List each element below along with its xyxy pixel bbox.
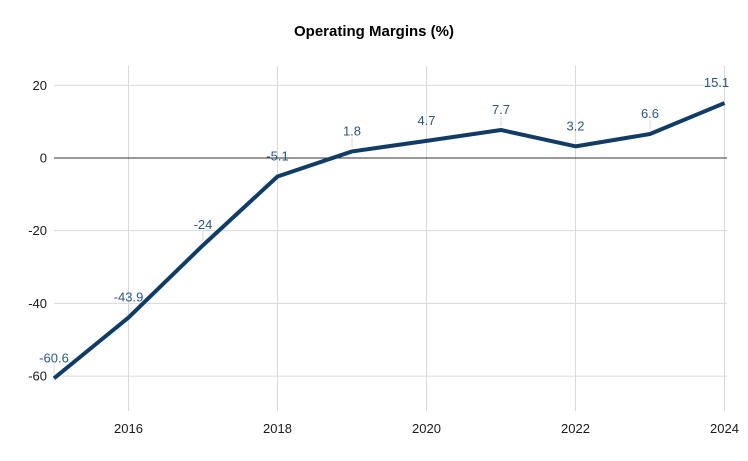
point-label: -60.6 xyxy=(39,350,69,365)
point-label: 15.1 xyxy=(704,75,729,90)
point-label: 4.7 xyxy=(417,113,435,128)
point-label: 6.6 xyxy=(641,106,659,121)
x-tick-label: 2022 xyxy=(561,421,590,436)
x-tick-label: 2016 xyxy=(114,421,143,436)
point-label: 3.2 xyxy=(566,118,584,133)
y-tick-label: 20 xyxy=(33,78,47,93)
y-tick-label: -20 xyxy=(28,223,47,238)
x-tick-label: 2024 xyxy=(710,421,739,436)
series-line xyxy=(52,101,726,380)
point-label: 1.8 xyxy=(343,123,361,138)
x-tick-label: 2020 xyxy=(412,421,441,436)
point-label: -5.1 xyxy=(266,149,288,164)
y-tick-label: 0 xyxy=(40,150,47,165)
point-label: 7.7 xyxy=(492,102,510,117)
x-tick-label: 2018 xyxy=(263,421,292,436)
y-tick-label: -40 xyxy=(28,296,47,311)
point-label: -24 xyxy=(194,217,213,232)
y-tick-label: -60 xyxy=(28,369,47,384)
point-label: -43.9 xyxy=(114,290,144,305)
chart-title: Operating Margins (%) xyxy=(293,23,454,40)
